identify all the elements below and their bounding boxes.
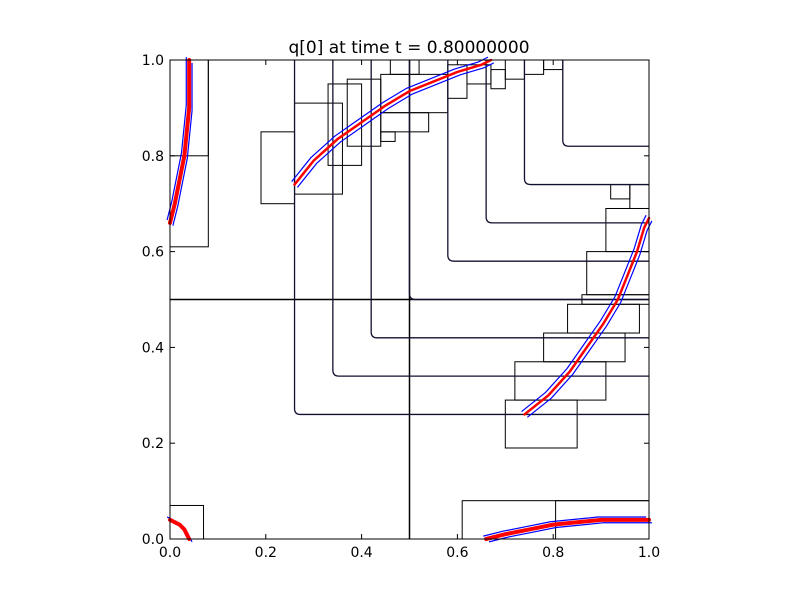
- refinement-patch-6: [294, 102, 343, 195]
- contour-level-4: [447, 60, 649, 262]
- front-main-red: [293, 58, 493, 186]
- refinement-patch-10: [380, 131, 396, 142]
- plot-area: [166, 56, 653, 543]
- front-right-blue-2: [524, 217, 650, 415]
- contour-level-6: [523, 60, 649, 186]
- front-main-blue-1: [296, 62, 495, 188]
- x-tick-label-5: 1.0: [638, 545, 660, 561]
- x-tick-label-3: 0.6: [446, 545, 468, 561]
- y-tick-label-2: 0.4: [142, 340, 164, 356]
- y-tick-label-3: 0.6: [142, 245, 164, 261]
- y-axis-ticks: 0.0 0.2 0.4 0.6 0.8 1.0: [142, 53, 649, 548]
- chart-title: q[0] at time t = 0.80000000: [288, 38, 529, 58]
- front-corner-red: [168, 517, 192, 541]
- refinement-patch-7: [327, 83, 363, 166]
- front-bottom-right-red: [484, 517, 651, 541]
- x-tick-label-4: 0.8: [542, 545, 564, 561]
- x-tick-label-1: 0.2: [255, 545, 277, 561]
- front-main-blue-0: [291, 56, 489, 183]
- y-tick-label-0: 0.0: [142, 532, 164, 548]
- refinement-patch-17: [389, 59, 420, 75]
- y-tick-label-5: 1.0: [142, 53, 164, 69]
- front-bottom-right-blue-0: [483, 516, 647, 537]
- front-left-top-red: [168, 58, 192, 225]
- contour-level-3: [408, 60, 649, 301]
- y-tick-label-1: 0.2: [142, 436, 164, 452]
- refinement-patch-5: [260, 131, 296, 205]
- front-main-blue-2: [294, 59, 492, 185]
- refinement-patch-15: [504, 59, 525, 80]
- contour-lines: [293, 60, 649, 416]
- refinement-patch-16: [523, 59, 545, 75]
- x-axis-ticks: 0.0 0.2 0.4 0.6 0.8 1.0: [159, 60, 660, 561]
- contour-level-7: [562, 60, 649, 147]
- refinement-patch-14: [490, 69, 506, 90]
- contour-level-2: [370, 60, 649, 339]
- axes-frame: [169, 59, 650, 540]
- contour-level-0: [293, 60, 649, 416]
- front-bottom-right-blue-1: [488, 522, 652, 543]
- contour-level-5: [485, 60, 649, 224]
- contour-level-1: [332, 60, 649, 377]
- x-tick-label-0: 0.0: [159, 545, 181, 561]
- refinement-patch-27: [610, 184, 631, 200]
- y-tick-label-4: 0.8: [142, 149, 164, 165]
- refinement-patch-22: [567, 303, 640, 334]
- x-tick-label-2: 0.4: [350, 545, 372, 561]
- refinement-patch-9: [380, 112, 430, 133]
- front-right-blue-0: [521, 214, 647, 413]
- front-left-top-blue-1: [172, 62, 193, 226]
- front-right-blue-1: [526, 220, 653, 418]
- refinement-patch-19: [504, 399, 578, 449]
- front-left-top-blue-0: [166, 57, 187, 221]
- sharp-fronts: [166, 56, 653, 543]
- front-right-red: [523, 216, 651, 416]
- refinement-patch-26: [629, 184, 650, 209]
